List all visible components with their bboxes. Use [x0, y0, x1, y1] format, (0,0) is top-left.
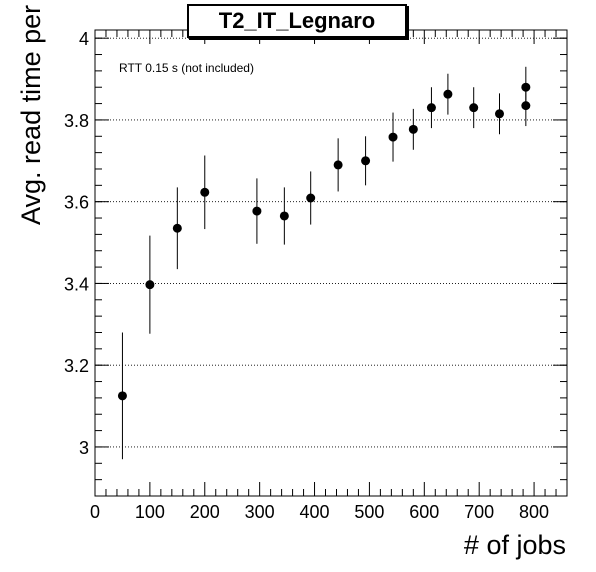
x-tick-label: 0 [90, 502, 100, 522]
y-tick-label: 3.6 [64, 193, 89, 213]
data-point [252, 206, 262, 216]
data-point [172, 223, 182, 233]
data-point [494, 109, 504, 119]
y-tick-label: 4 [79, 29, 89, 49]
rtt-annotation: RTT 0.15 s (not included) [119, 61, 254, 75]
data-point [443, 89, 453, 99]
x-tick-label: 300 [245, 502, 275, 522]
data-point [408, 124, 418, 134]
x-tick-label: 400 [300, 502, 330, 522]
chart-title: T2_IT_Legnaro [187, 4, 407, 38]
x-tick-label: 200 [190, 502, 220, 522]
y-tick-label: 3.4 [64, 274, 89, 294]
data-point [145, 280, 155, 290]
x-tick-label: 700 [464, 502, 494, 522]
grid-lines [95, 37, 567, 448]
data-point [388, 132, 398, 142]
x-axis-label: # of jobs [463, 530, 566, 560]
x-tick-label: 500 [354, 502, 384, 522]
x-tick-label: 100 [135, 502, 165, 522]
data-point [521, 82, 531, 92]
y-tick-label: 3.8 [64, 111, 89, 131]
y-tick-label: 3 [79, 438, 89, 458]
data-point [469, 103, 479, 113]
axes: 3 3.2 3.4 3.6 3.8 4 0 100 200 300 400 500 600 700 800 [64, 29, 568, 522]
x-tick-label: 600 [409, 502, 439, 522]
data-point [279, 211, 289, 221]
y-tick-label: 3.2 [64, 356, 89, 376]
data-point [361, 156, 371, 166]
y-axis-label: Avg. read time per block [s] [16, 0, 47, 225]
data-point [306, 193, 316, 203]
x-tick-label: 800 [519, 502, 549, 522]
plot-frame [94, 29, 568, 497]
data-point [426, 103, 436, 113]
data-points [117, 66, 531, 460]
y-axis-label-text: Avg. read time per block [s] [16, 0, 46, 225]
data-point [200, 187, 210, 197]
data-point [333, 160, 343, 170]
data-point [117, 391, 127, 401]
